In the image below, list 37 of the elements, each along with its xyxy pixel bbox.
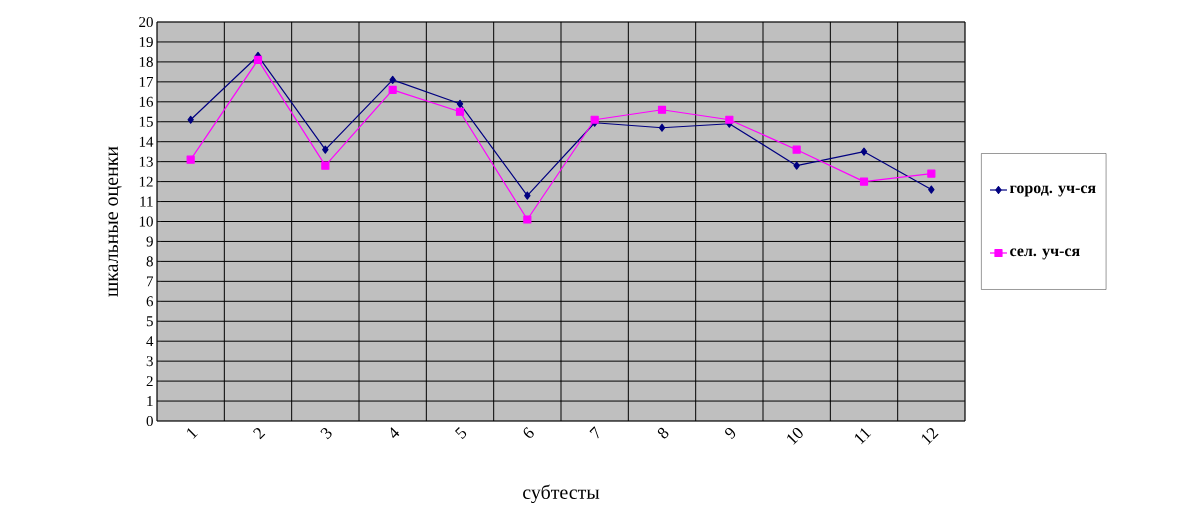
x-axis-title: субтесты [523,484,600,504]
y-tick-label: 1 [147,396,153,406]
x-tick-label: 7 [589,426,599,439]
x-tick-label: 12 [921,427,939,445]
y-tick-label: 14 [139,136,154,147]
y-tick-label: 12 [139,176,153,187]
y-tick-label: 4 [146,336,154,347]
y-tick-label: 10 [139,216,153,227]
y-tick-label: 18 [139,56,153,67]
y-tick-label: 5 [146,316,153,327]
legend-label: город. уч-ся [1009,185,1096,197]
y-tick-label: 6 [146,296,154,307]
x-tick-label: 3 [320,427,332,440]
y-tick-label: 16 [139,96,154,107]
x-tick-label: 5 [454,427,467,439]
x-tick-label: 2 [253,427,266,440]
y-tick-label: 15 [139,116,153,127]
y-tick-label: 13 [139,156,153,167]
x-tick-label: 4 [390,427,400,438]
x-tick-label: 6 [523,427,534,438]
y-tick-label: 11 [140,196,153,207]
legend-label: сел. уч-ся [1010,248,1080,260]
y-tick-label: 2 [146,376,153,387]
x-tick-label: 9 [725,427,736,440]
y-tick-label: 19 [139,36,153,47]
y-tick-label: 0 [146,415,153,427]
x-tick-label: 10 [787,428,803,445]
y-axis-title: шкальные оценки [108,146,122,297]
y-tick-label: 8 [146,256,153,267]
y-tick-label: 9 [146,236,153,247]
y-tick-label: 20 [139,16,153,28]
x-tick-label: 11 [854,428,872,445]
y-tick-label: 7 [146,276,154,287]
y-tick-label: 17 [139,76,154,87]
y-tick-label: 3 [146,356,153,367]
x-tick-label: 1 [187,428,198,439]
x-tick-label: 8 [657,427,669,439]
